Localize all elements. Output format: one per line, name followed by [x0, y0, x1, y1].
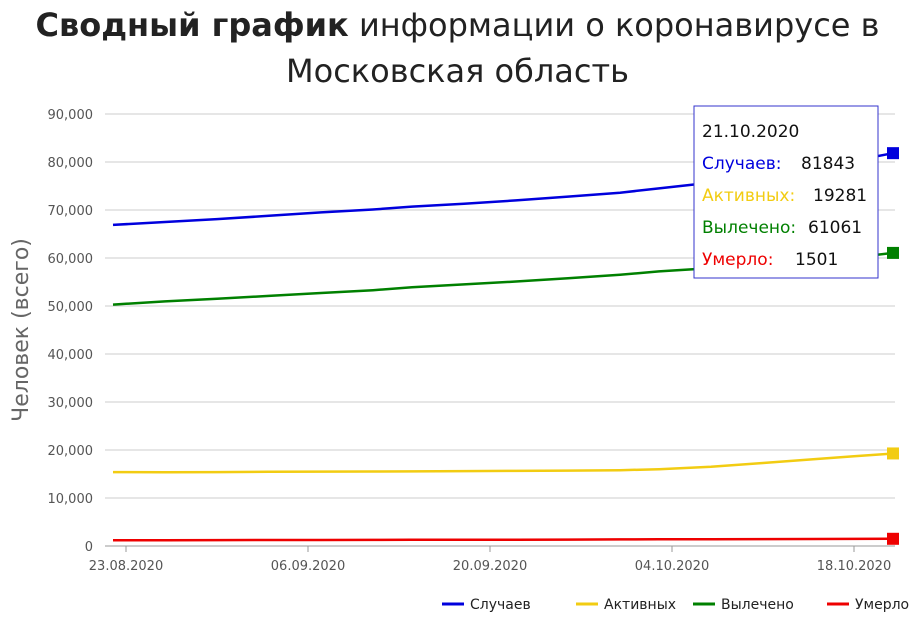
tooltip-row-label: Вылечено: — [702, 218, 796, 238]
tooltip-row-value: 61061 — [808, 218, 862, 238]
chart-title-line2: Московская область — [286, 52, 629, 90]
legend-label[interactable]: Вылечено — [721, 597, 794, 613]
series-end-marker[interactable] — [887, 147, 899, 160]
tooltip-row-label: Случаев: — [702, 154, 781, 174]
tooltip-row-value: 1501 — [795, 250, 838, 270]
x-tick-label: 23.08.2020 — [89, 559, 163, 574]
chart-title-bold: Сводный график — [35, 6, 349, 44]
tooltip-date: 21.10.2020 — [702, 122, 799, 142]
x-tick-label: 20.09.2020 — [453, 559, 527, 574]
y-tick-label: 10,000 — [48, 492, 94, 507]
y-tick-label: 40,000 — [48, 348, 94, 363]
y-tick-label: 50,000 — [48, 300, 94, 315]
y-tick-label: 90,000 — [48, 108, 94, 123]
y-tick-label: 80,000 — [48, 156, 94, 171]
tooltip-box — [693, 105, 879, 279]
x-tick-label: 04.10.2020 — [635, 559, 709, 574]
tooltip-row-value: 19281 — [813, 186, 867, 206]
legend-label[interactable]: Случаев — [470, 597, 531, 613]
tooltip-row-value: 81843 — [801, 154, 855, 174]
tooltip-row-label: Активных: — [702, 186, 795, 206]
legend-label[interactable]: Умерло — [855, 597, 909, 613]
series-end-marker[interactable] — [887, 447, 899, 460]
y-tick-label: 70,000 — [48, 204, 94, 219]
y-tick-label: 30,000 — [48, 396, 94, 411]
y-axis-label: Человек (всего) — [9, 238, 34, 422]
legend: Случаев Активных Вылечено Умерло — [442, 597, 909, 613]
y-tick-label: 60,000 — [48, 252, 94, 267]
tooltip-row-label: Умерло: — [702, 250, 773, 270]
legend-label[interactable]: Активных — [604, 597, 676, 613]
y-tick-label: 0 — [85, 540, 93, 555]
series-line — [112, 452, 894, 474]
series-end-marker[interactable] — [887, 246, 899, 259]
x-axis-ticks: 23.08.2020 06.09.2020 20.09.2020 04.10.2020… — [89, 546, 891, 574]
x-tick-label: 06.09.2020 — [271, 559, 345, 574]
tooltip: 21.10.2020 Случаев: 81843 Активных: 19281 Выл… — [693, 105, 879, 279]
y-axis-ticks: 0 10,000 20,000 30,000 40,000 50,000 60,000 70,… — [48, 108, 94, 555]
series-end-marker[interactable] — [887, 532, 899, 545]
chart-title: Сводный график информации о коронавирусе… — [0, 2, 915, 94]
grid-lines — [105, 113, 895, 547]
chart-title-rest: информации о коронавирусе в — [348, 6, 880, 44]
y-tick-label: 20,000 — [48, 444, 94, 459]
x-tick-label: 18.10.2020 — [817, 559, 891, 574]
series-line — [113, 537, 894, 542]
